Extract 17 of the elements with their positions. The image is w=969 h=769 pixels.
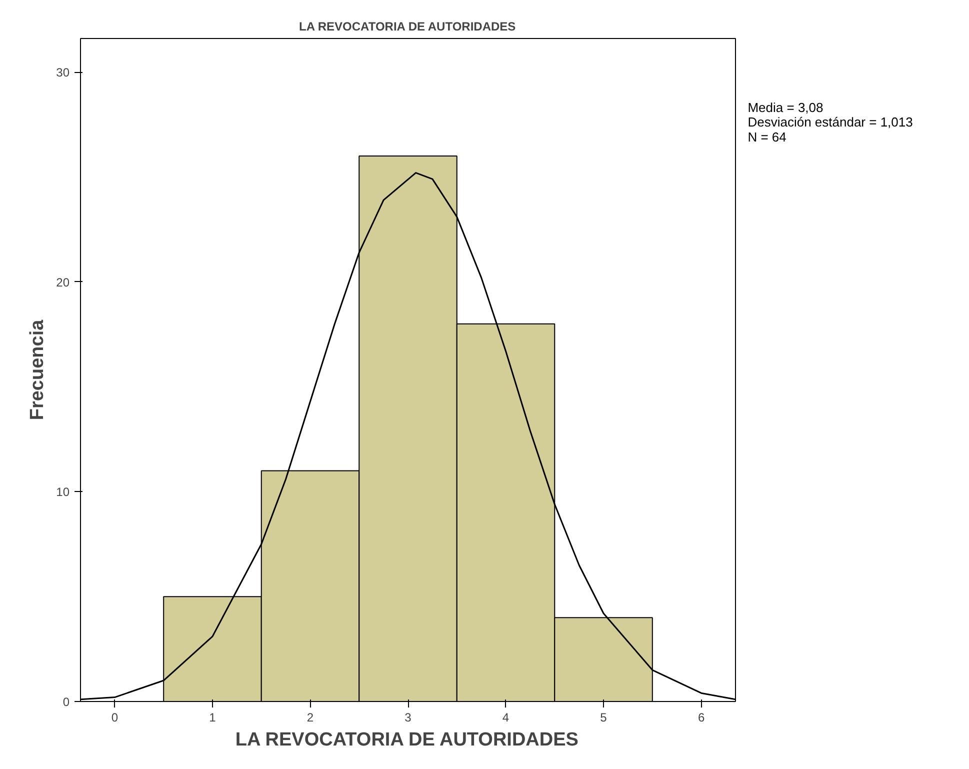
x-tick-label: 0 xyxy=(111,710,118,724)
y-tick-label: 20 xyxy=(56,275,70,290)
x-tick-label: 4 xyxy=(502,710,510,724)
chart-title: LA REVOCATORIA DE AUTORIDADES xyxy=(298,20,516,34)
x-axis-title: LA REVOCATORIA DE AUTORIDADES xyxy=(235,730,578,750)
x-tick-label: 6 xyxy=(698,710,705,724)
text: N = 64 xyxy=(748,129,786,144)
x-tick-label: 5 xyxy=(600,710,608,724)
text: Desviación estándar = 1,013 xyxy=(748,114,913,130)
x-tick-label: 2 xyxy=(306,710,314,724)
y-tick-label: 10 xyxy=(56,485,70,500)
y-tick-label: 0 xyxy=(62,695,70,709)
x-tick-label: 1 xyxy=(209,710,216,724)
x-tick-label: 3 xyxy=(404,710,412,724)
y-tick-label: 30 xyxy=(56,66,70,80)
y-axis-title: Frecuencia xyxy=(27,319,48,420)
text: Media = 3,08 xyxy=(748,100,824,115)
